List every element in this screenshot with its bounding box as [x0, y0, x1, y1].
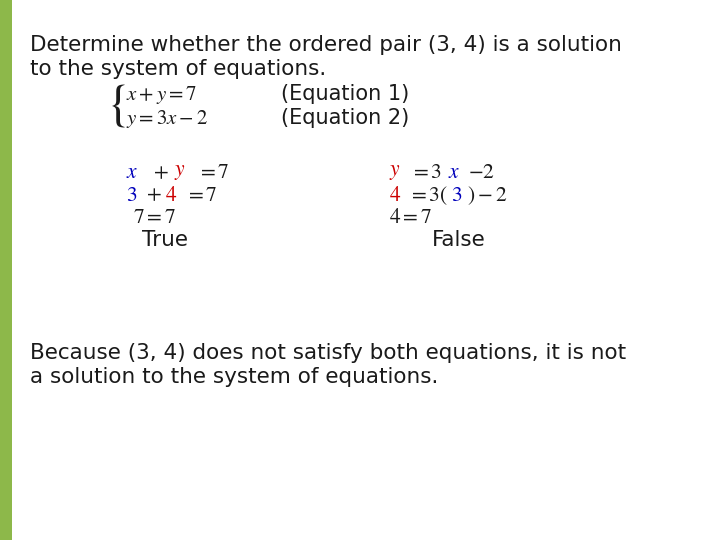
Text: $4$: $4$ [389, 185, 401, 205]
Text: $= 3$: $= 3$ [410, 162, 443, 182]
Text: True: True [142, 230, 188, 250]
Text: $3$: $3$ [451, 185, 463, 205]
Text: Determine whether the ordered pair (3, 4) is a solution: Determine whether the ordered pair (3, 4… [30, 35, 622, 55]
Text: to the system of equations.: to the system of equations. [30, 59, 326, 79]
Text: $y$: $y$ [174, 162, 185, 182]
Text: $7 = 7$: $7 = 7$ [133, 207, 176, 227]
Text: (Equation 2): (Equation 2) [281, 108, 409, 128]
Text: $y = 3x - 2$: $y = 3x - 2$ [126, 108, 208, 130]
Text: {: { [107, 84, 130, 129]
Text: $x$: $x$ [448, 162, 460, 182]
Text: $x + y = 7$: $x + y = 7$ [126, 84, 197, 106]
Text: $+$: $+$ [146, 185, 162, 205]
Text: $) - 2$: $) - 2$ [467, 185, 508, 207]
Text: $x$: $x$ [126, 162, 138, 182]
Text: $4 = 7$: $4 = 7$ [389, 207, 432, 227]
Text: Because (3, 4) does not satisfy both equations, it is not: Because (3, 4) does not satisfy both equ… [30, 343, 626, 363]
Text: $4$: $4$ [165, 185, 177, 205]
Text: (Equation 1): (Equation 1) [281, 84, 409, 104]
Text: $+$: $+$ [153, 162, 169, 182]
Text: False: False [432, 230, 486, 250]
Text: $= 3($: $= 3($ [408, 185, 448, 207]
Text: $- 2$: $- 2$ [468, 162, 495, 182]
Text: $3$: $3$ [126, 185, 138, 205]
Text: a solution to the system of equations.: a solution to the system of equations. [30, 367, 438, 387]
Text: $= 7$: $= 7$ [197, 162, 229, 182]
Text: $= 7$: $= 7$ [185, 185, 217, 205]
Text: $y$: $y$ [389, 162, 400, 182]
